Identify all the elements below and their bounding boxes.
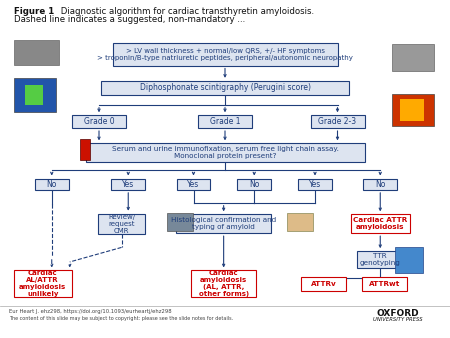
FancyBboxPatch shape <box>392 44 434 71</box>
FancyBboxPatch shape <box>395 247 423 273</box>
Text: Diagnostic algorithm for cardiac transthyretin amyloidosis.: Diagnostic algorithm for cardiac transth… <box>58 7 314 17</box>
Text: ATTRwt: ATTRwt <box>369 281 400 287</box>
Text: ATTRv: ATTRv <box>311 281 337 287</box>
Text: Cardiac
amyloidosis
(AL, ATTR,
other forms): Cardiac amyloidosis (AL, ATTR, other for… <box>198 270 249 297</box>
FancyBboxPatch shape <box>14 78 56 112</box>
Text: Cardiac
AL/ATTR
amyloidosis
unlikely: Cardiac AL/ATTR amyloidosis unlikely <box>19 270 67 297</box>
FancyBboxPatch shape <box>310 115 365 128</box>
FancyBboxPatch shape <box>191 270 256 297</box>
Text: Review/
request
CMR: Review/ request CMR <box>108 214 135 234</box>
FancyBboxPatch shape <box>302 277 346 291</box>
FancyBboxPatch shape <box>364 178 397 190</box>
FancyBboxPatch shape <box>351 215 410 233</box>
FancyBboxPatch shape <box>72 115 126 128</box>
Text: UNIVERSITY PRESS: UNIVERSITY PRESS <box>374 317 423 322</box>
Text: Eur Heart J. ehz298, https://doi.org/10.1093/eurheartj/ehz298: Eur Heart J. ehz298, https://doi.org/10.… <box>9 309 171 314</box>
Text: Diphosphonate scintigraphy (Perugini score): Diphosphonate scintigraphy (Perugini sco… <box>140 83 310 92</box>
FancyBboxPatch shape <box>80 139 90 160</box>
Text: Yes: Yes <box>187 180 200 189</box>
Text: No: No <box>375 180 386 189</box>
FancyBboxPatch shape <box>86 143 365 162</box>
FancyBboxPatch shape <box>298 178 332 190</box>
Text: Yes: Yes <box>309 180 321 189</box>
FancyBboxPatch shape <box>198 115 252 128</box>
Text: Cardiac ATTR
amyloidosis: Cardiac ATTR amyloidosis <box>353 217 407 230</box>
Text: > LV wall thickness + normal/low QRS, +/- HF symptoms
> troponin/B-type natriure: > LV wall thickness + normal/low QRS, +/… <box>97 48 353 61</box>
FancyBboxPatch shape <box>362 277 407 291</box>
Text: Grade 1: Grade 1 <box>210 117 240 126</box>
Text: Grade 0: Grade 0 <box>84 117 114 126</box>
FancyBboxPatch shape <box>356 251 404 268</box>
FancyBboxPatch shape <box>111 178 145 190</box>
Text: No: No <box>249 180 260 189</box>
Text: The content of this slide may be subject to copyright: please see the slide note: The content of this slide may be subject… <box>9 316 233 321</box>
FancyBboxPatch shape <box>176 215 271 233</box>
FancyBboxPatch shape <box>101 81 349 95</box>
FancyBboxPatch shape <box>25 84 43 105</box>
Text: Histological confirmation and
typing of amyloid: Histological confirmation and typing of … <box>171 217 276 230</box>
FancyBboxPatch shape <box>35 178 69 190</box>
FancyBboxPatch shape <box>14 40 58 65</box>
FancyBboxPatch shape <box>176 178 211 190</box>
Text: Yes: Yes <box>122 180 135 189</box>
Text: Figure 1: Figure 1 <box>14 7 54 17</box>
Text: Serum and urine immunofixation, serum free light chain assay.
Monoclonal protein: Serum and urine immunofixation, serum fr… <box>112 146 338 159</box>
Text: TTR
genotyping: TTR genotyping <box>360 253 400 266</box>
Text: Dashed line indicates a suggested, non-mandatory ...: Dashed line indicates a suggested, non-m… <box>14 15 245 24</box>
Text: Grade 2-3: Grade 2-3 <box>319 117 356 126</box>
FancyBboxPatch shape <box>166 213 193 231</box>
FancyBboxPatch shape <box>238 178 271 190</box>
FancyBboxPatch shape <box>392 94 434 126</box>
FancyBboxPatch shape <box>112 43 338 66</box>
Text: OXFORD: OXFORD <box>377 309 419 318</box>
FancyBboxPatch shape <box>400 99 424 121</box>
Text: No: No <box>46 180 57 189</box>
FancyBboxPatch shape <box>98 214 145 234</box>
FancyBboxPatch shape <box>287 213 313 231</box>
FancyBboxPatch shape <box>14 270 72 297</box>
